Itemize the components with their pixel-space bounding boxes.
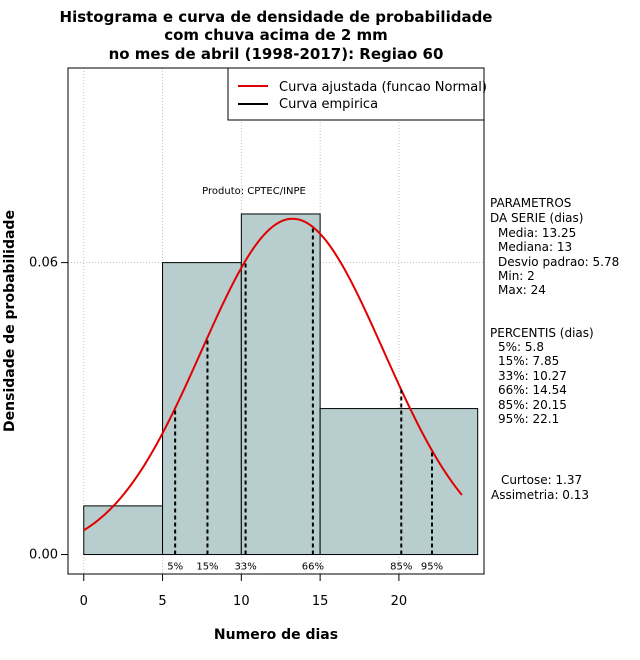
percentile-label-5: 5%	[167, 562, 183, 573]
percentil-15: 15%: 7.85	[498, 354, 559, 368]
x-tick-label-5: 5	[158, 594, 166, 609]
percentil-33: 33%: 10.27	[498, 369, 567, 383]
percentis-title: PERCENTIS (dias)	[490, 326, 594, 340]
product-annotation: Produto: CPTEC/INPE	[202, 186, 306, 197]
param-mediana: Mediana: 13	[498, 240, 572, 254]
x-tick-label-20: 20	[391, 594, 408, 609]
percentil-95: 95%: 22.1	[498, 412, 559, 426]
histogram-bar-2	[240, 213, 321, 556]
y-tick-label-1: 0.06	[29, 256, 58, 271]
assimetria: Assimetria: 0.13	[491, 488, 589, 502]
x-tick-label-15: 15	[312, 594, 329, 609]
percentile-label-95: 95%	[421, 562, 443, 573]
chart-title-line-3: no mes de abril (1998-2017): Regiao 60	[109, 45, 444, 63]
percentil-85: 85%: 20.15	[498, 398, 567, 412]
param-media: Media: 13.25	[498, 226, 576, 240]
percentile-label-33: 33%	[234, 562, 256, 573]
curtose: Curtose: 1.37	[501, 473, 582, 487]
x-axis-label: Numero de dias	[214, 627, 338, 643]
chart-title-line-1: Histograma e curva de densidade de proba…	[60, 8, 493, 26]
percentil-66: 66%: 14.54	[498, 383, 567, 397]
param-desvio: Desvio padrao: 5.78	[498, 255, 619, 269]
side-panel: PARAMETROS DA SERIE (dias) Media: 13.25 …	[490, 196, 619, 502]
legend-box	[227, 67, 485, 121]
x-tick-label-10: 10	[233, 594, 250, 609]
percentile-lines-layer: 5% 15% 33% 66% 85% 95%	[167, 226, 443, 573]
histogram-bar-0	[83, 505, 164, 556]
params-title-1: PARAMETROS	[490, 196, 571, 210]
x-tick-label-0: 0	[80, 594, 88, 609]
y-axis: 0.00 0.06	[29, 256, 69, 563]
curve-layer	[83, 217, 463, 532]
y-axis-label: Densidade de probabilidade	[2, 210, 18, 432]
legend-fit-label: Curva ajustada (funcao Normal)	[279, 80, 487, 95]
x-axis: 0 5 10 15 20	[80, 573, 408, 609]
bars-layer	[83, 213, 479, 556]
percentil-5: 5%: 5.8	[498, 340, 544, 354]
param-min: Min: 2	[498, 269, 535, 283]
legend-empirical-label: Curva empirica	[279, 97, 378, 112]
y-tick-label-0: 0.00	[29, 548, 58, 563]
percentile-label-85: 85%	[390, 562, 412, 573]
legend: Curva ajustada (funcao Normal) Curva emp…	[227, 67, 487, 121]
params-title-2: DA SERIE (dias)	[490, 211, 583, 225]
normal-fit-curve	[83, 217, 463, 532]
percentile-label-15: 15%	[196, 562, 218, 573]
chart-title-line-2: com chuva acima de 2 mm	[164, 26, 388, 44]
percentile-label-66: 66%	[302, 562, 324, 573]
param-max: Max: 24	[498, 283, 546, 297]
histogram-bar-3	[319, 408, 479, 556]
